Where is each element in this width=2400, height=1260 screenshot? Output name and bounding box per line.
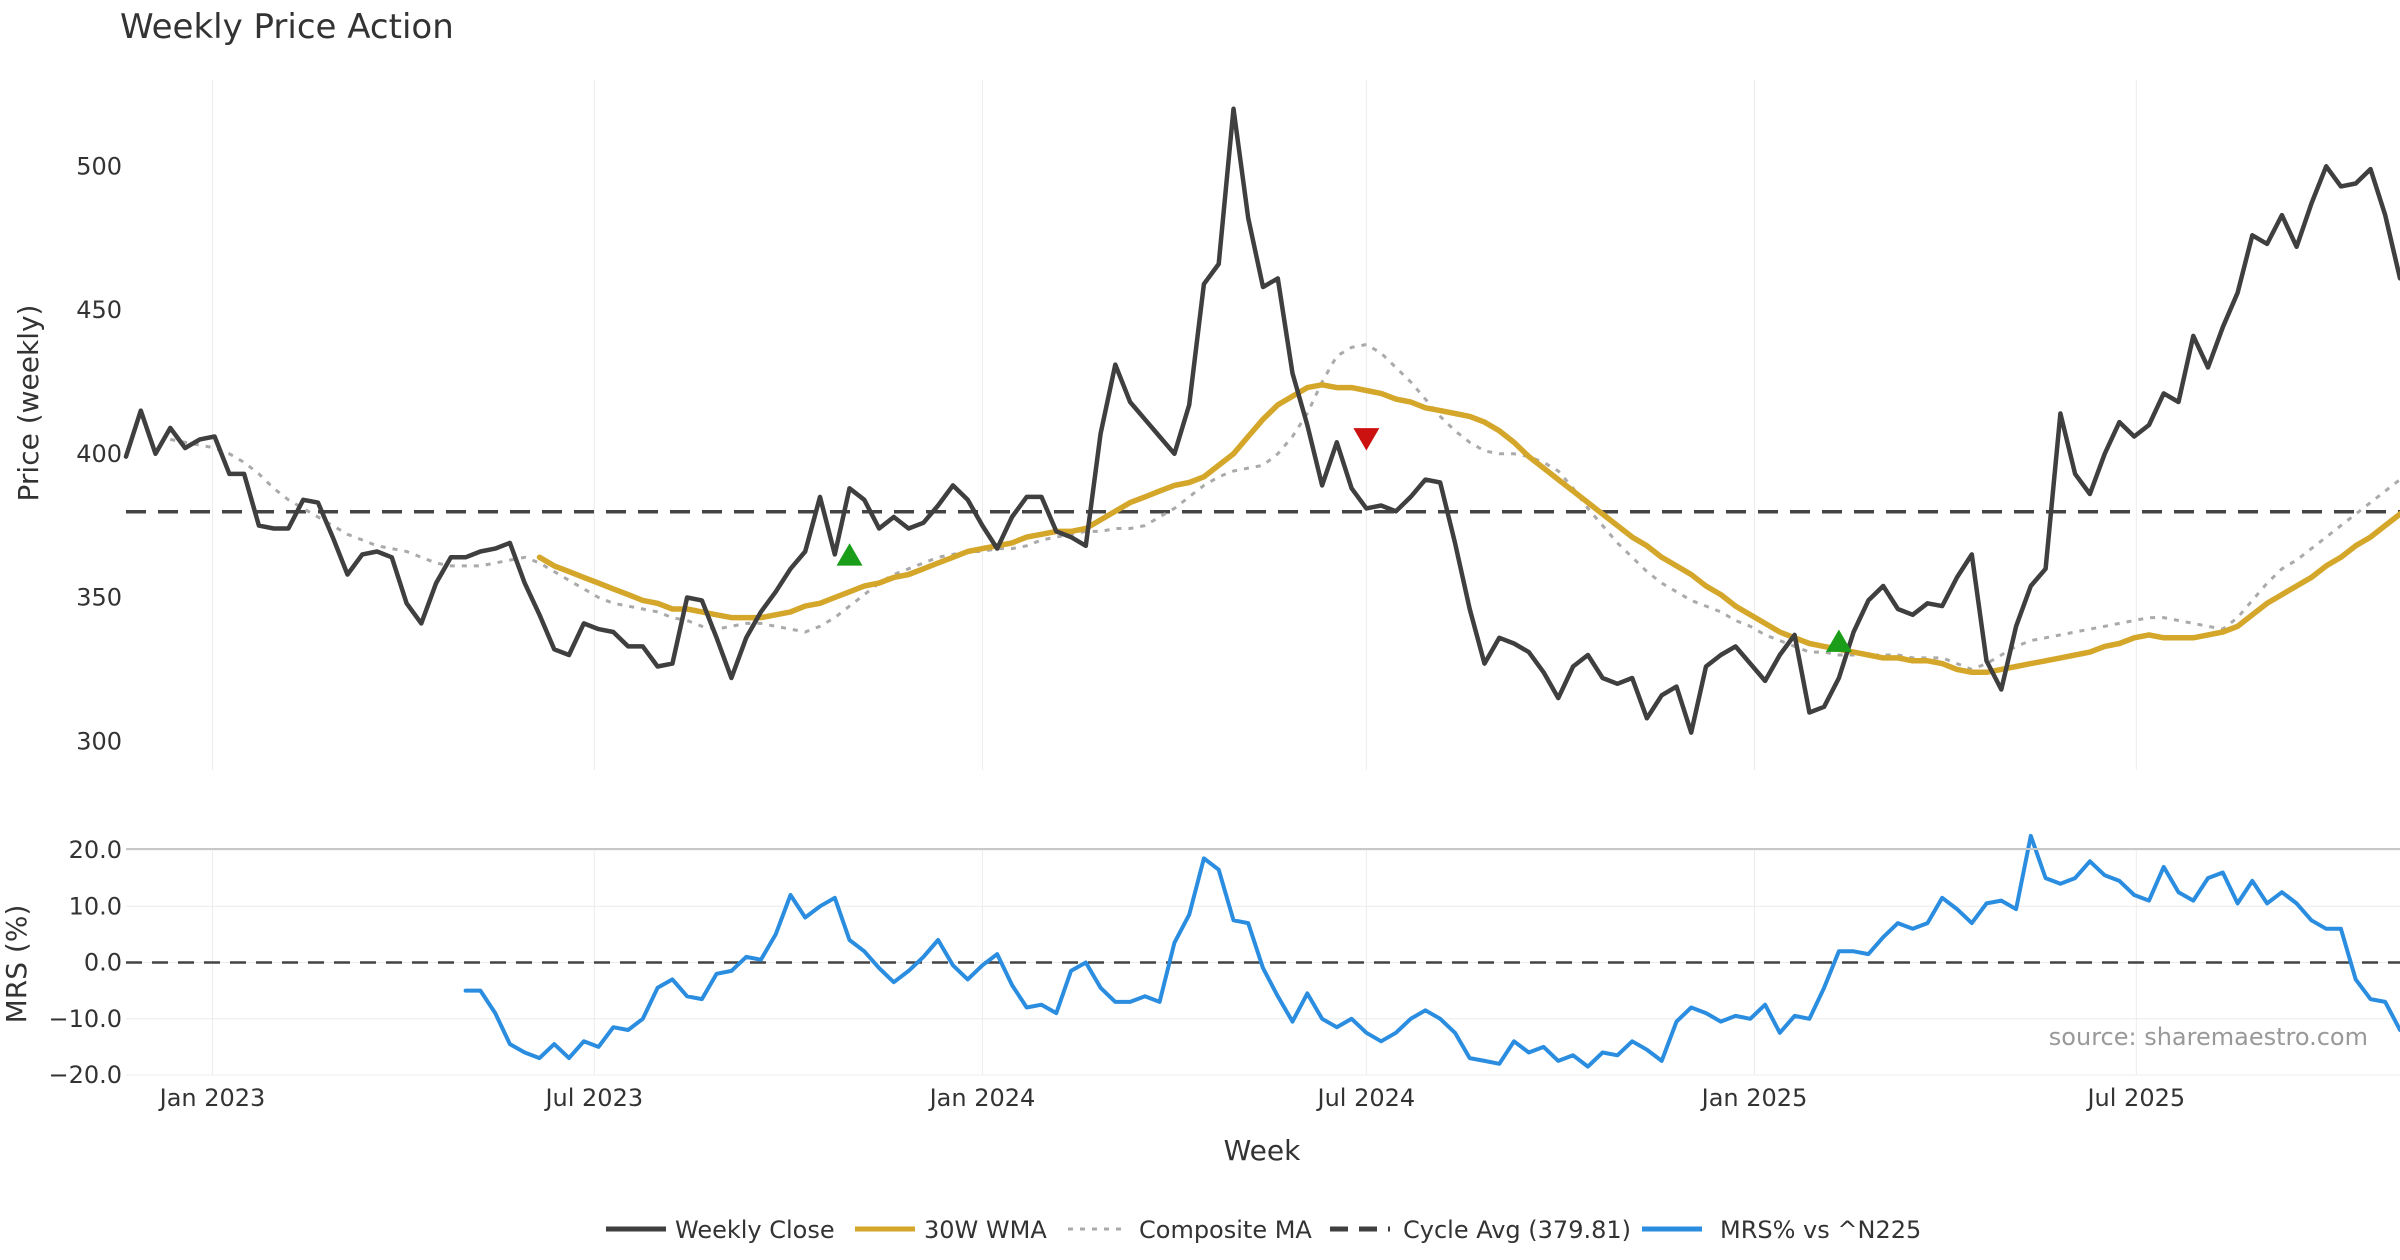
price-y-tick-500: 500	[76, 152, 122, 180]
x-tick-label-3: Jul 2024	[1316, 1084, 1416, 1112]
weekly-close-line	[123, 106, 2400, 735]
price-y-tick-300: 300	[76, 727, 122, 755]
mrs-y-tick-1: 10.0	[69, 892, 122, 920]
legend-label-30w-wma: 30W WMA	[924, 1216, 1047, 1244]
x-tick-label-4: Jan 2025	[1700, 1084, 1808, 1112]
sell-signal-1	[1353, 428, 1380, 451]
signal-markers	[836, 428, 1852, 652]
price-y-tick-450: 450	[76, 296, 122, 324]
mrs-y-tick-3: −10.0	[48, 1005, 122, 1033]
x-tick-label-5: Jul 2025	[2085, 1084, 2185, 1112]
series-lines	[123, 106, 2400, 1069]
price-y-tick-400: 400	[76, 440, 122, 468]
mrs-y-tick-0: 20.0	[69, 836, 122, 864]
composite-ma-line	[170, 343, 2400, 671]
legend: Weekly Close 30W WMA Composite MA Cycle Avg…	[606, 1216, 1921, 1244]
legend-label-weekly-close: Weekly Close	[675, 1216, 835, 1244]
axes: Jan 2023 Jul 2023 Jan 2024 Jul 2024 Jan 2025…	[48, 152, 2400, 1112]
buy-signal-0	[836, 543, 863, 566]
legend-label-composite-ma: Composite MA	[1139, 1216, 1312, 1244]
legend-label-cycle-avg-379-81: Cycle Avg (379.81)	[1403, 1216, 1631, 1244]
mrs-y-tick-4: −20.0	[48, 1061, 122, 1089]
legend-label-mrs-vs-n225: MRS% vs ^N225	[1720, 1216, 1921, 1244]
price-y-axis-label: Price (weekly)	[12, 305, 45, 502]
x-tick-label-0: Jan 2023	[158, 1084, 266, 1112]
mrs-line	[463, 833, 2400, 1069]
x-tick-label-1: Jul 2023	[543, 1084, 643, 1112]
chart-title: Weekly Price Action	[120, 7, 454, 47]
mrs-y-axis-label: MRS (%)	[0, 905, 33, 1024]
x-tick-label-2: Jan 2024	[928, 1084, 1036, 1112]
buy-signal-2	[1825, 629, 1852, 652]
price-y-tick-350: 350	[76, 584, 122, 612]
x-axis-label: Week	[1224, 1134, 1301, 1167]
source-note: source: sharemaestro.com	[2049, 1023, 2368, 1051]
reference-lines	[126, 510, 2400, 964]
30w-wma-line	[536, 382, 2400, 676]
mrs-y-tick-2: 0.0	[84, 949, 122, 977]
